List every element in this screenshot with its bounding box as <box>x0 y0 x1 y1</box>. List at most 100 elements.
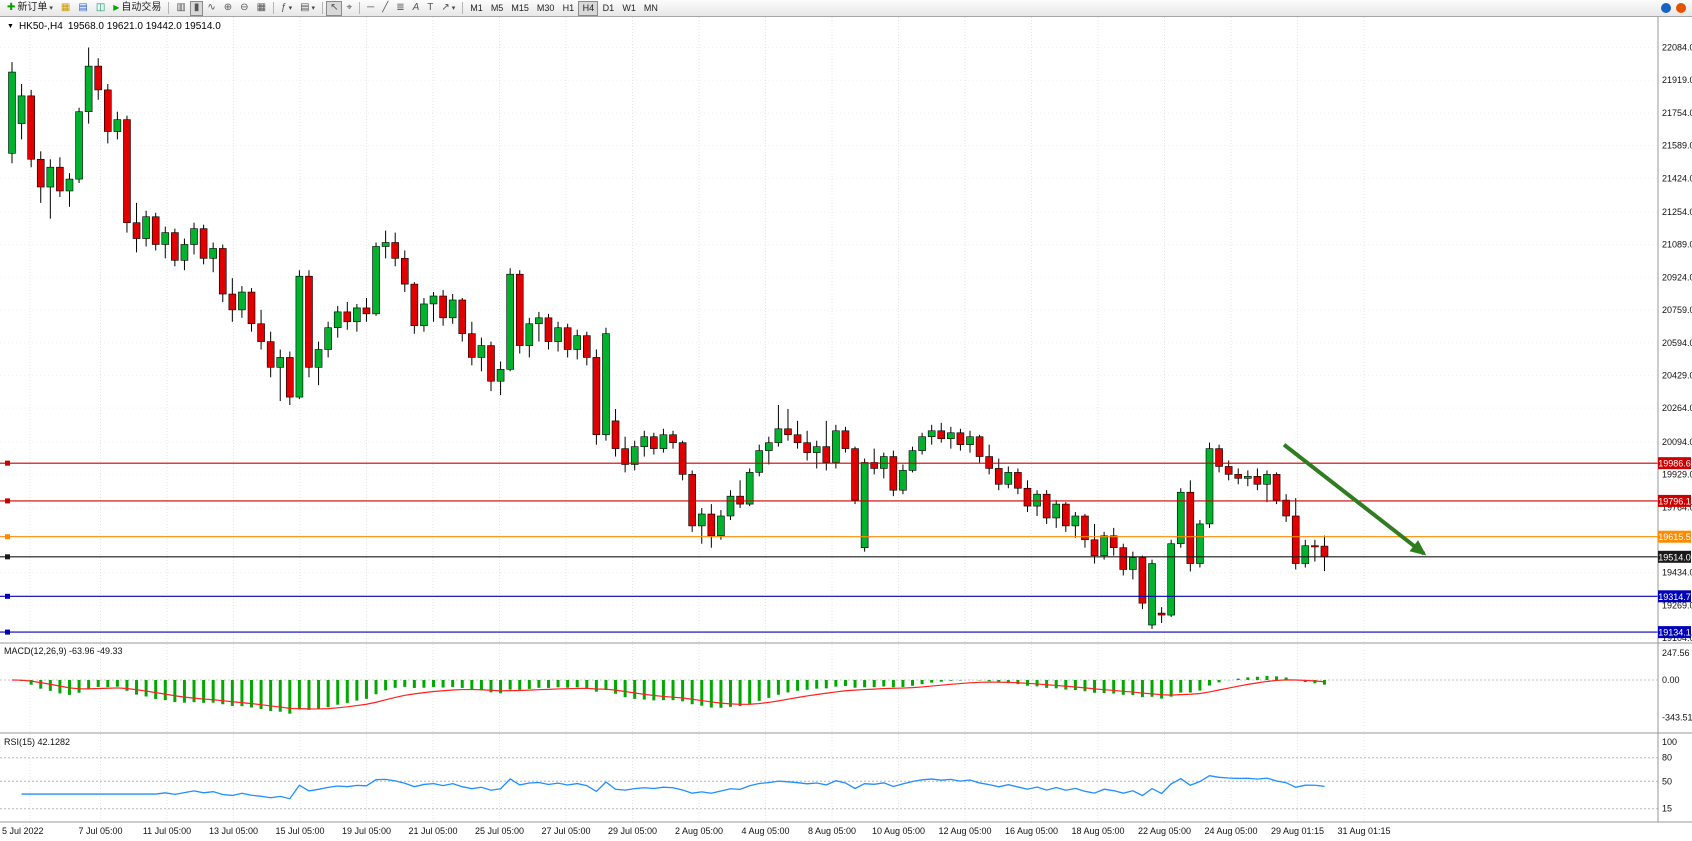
new-order-button[interactable]: ✚ 新订单 ▾ <box>3 1 57 16</box>
toolbar-separator <box>462 2 464 14</box>
price-axis-label: 21089.0 <box>1662 240 1692 250</box>
time-axis-label: 11 Jul 05:00 <box>143 826 191 836</box>
candlestick <box>851 446 859 505</box>
candlestick <box>458 297 467 342</box>
candlestick <box>515 270 524 354</box>
text-icon: A <box>412 2 420 13</box>
candlestick <box>238 286 246 318</box>
candlestick <box>937 422 946 443</box>
rsi-axis-label: 15 <box>1662 804 1672 814</box>
notification-icon[interactable] <box>1676 3 1686 13</box>
candlestick <box>1186 480 1195 572</box>
time-axis[interactable] <box>0 823 1658 841</box>
timeframe-mn-button[interactable]: MN <box>640 1 662 16</box>
candlestick <box>1014 468 1022 495</box>
timeframe-m5-button[interactable]: M5 <box>487 1 508 16</box>
data-window-button[interactable]: ◫ <box>92 1 109 16</box>
level-line-handle[interactable] <box>5 554 10 560</box>
candlestick <box>879 452 888 479</box>
time-axis-label: 29 Jul 05:00 <box>608 826 657 836</box>
timeframe-m30-button[interactable]: M30 <box>533 1 559 16</box>
candlestick <box>142 210 150 247</box>
level-line-handle[interactable] <box>5 629 10 635</box>
candlestick <box>544 313 553 350</box>
text-label-button[interactable]: T <box>423 1 437 16</box>
price-axis-label: 20264.0 <box>1662 403 1692 413</box>
text-button[interactable]: A <box>409 1 424 16</box>
candlestick <box>525 317 534 358</box>
bar-chart-button[interactable]: ▥ <box>172 1 189 16</box>
fibonacci-button[interactable]: ≣ <box>392 1 408 16</box>
zoom-out-button[interactable]: ⊖ <box>236 1 252 16</box>
candlestick <box>1282 494 1290 522</box>
indicators-button[interactable]: ƒ ▾ <box>277 1 296 16</box>
candlestick <box>468 321 476 366</box>
time-axis-label: 8 Aug 05:00 <box>808 826 856 836</box>
chart-symbol-label: HK50-,H4 <box>18 21 63 32</box>
auto-trading-button[interactable]: ▶ 自动交易 <box>109 1 165 16</box>
crosshair-icon: ⌖ <box>346 2 353 13</box>
candlestick <box>400 250 409 293</box>
line-chart-icon: ∿ <box>207 2 216 13</box>
candlestick <box>707 504 716 548</box>
price-tag-resistance-2 <box>1658 494 1691 507</box>
time-axis-label: 24 Aug 05:00 <box>1204 826 1257 836</box>
candlestick <box>209 242 217 273</box>
candlestick <box>94 58 103 100</box>
candlestick <box>123 115 131 233</box>
candlestick <box>372 242 380 316</box>
market-watch-button[interactable]: ▦ <box>57 1 74 16</box>
time-axis-label: 16 Aug 05:00 <box>1005 826 1058 836</box>
timeframe-h4-button[interactable]: H4 <box>578 0 599 16</box>
candlestick <box>1062 502 1070 532</box>
time-axis-label: 22 Aug 05:00 <box>1138 826 1191 836</box>
trend-arrow[interactable] <box>1282 443 1427 556</box>
candlestick <box>343 301 352 330</box>
candlestick <box>104 83 112 144</box>
candlestick <box>132 202 141 253</box>
timeframe-d1-button[interactable]: D1 <box>598 1 618 16</box>
level-line-handle[interactable] <box>5 593 10 599</box>
cursor-button[interactable]: ↖ <box>326 0 343 16</box>
timeframe-m1-button[interactable]: M1 <box>466 1 487 16</box>
community-icon[interactable] <box>1661 3 1671 13</box>
candlestick <box>477 337 486 372</box>
price-axis-label: 20094.0 <box>1662 437 1692 447</box>
crosshair-button[interactable]: ⌖ <box>342 1 356 16</box>
candlestick <box>247 288 256 332</box>
chart-collapse-icon[interactable]: ▼ <box>7 23 14 30</box>
zoom-in-button[interactable]: ⊕ <box>220 1 236 16</box>
fibonacci-icon: ≣ <box>396 2 405 13</box>
price-tag-resistance-1 <box>1658 457 1691 470</box>
trendline-button[interactable]: ╱ <box>378 1 392 16</box>
candlestick <box>448 294 457 324</box>
level-line-handle[interactable] <box>5 498 10 504</box>
price-axis-label: 20429.0 <box>1662 370 1692 380</box>
macd-signal-line <box>11 679 1325 710</box>
tile-windows-button[interactable]: ▦ <box>253 1 270 16</box>
templates-button[interactable]: ▤ ▾ <box>296 1 319 16</box>
timeframe-label: W1 <box>622 2 636 13</box>
candlestick <box>65 173 74 207</box>
timeframe-w1-button[interactable]: W1 <box>618 1 640 16</box>
horizontal-line-button[interactable]: ─ <box>363 1 378 16</box>
time-axis-label: 15 Jul 05:00 <box>275 826 324 836</box>
price-axis-label: 19764.0 <box>1662 502 1692 512</box>
candlestick <box>554 321 562 352</box>
level-line-handle[interactable] <box>5 534 10 540</box>
candlestick-chart-button[interactable]: ▮ <box>189 0 204 16</box>
line-chart-button[interactable]: ∿ <box>203 1 219 16</box>
candlestick <box>1224 460 1233 481</box>
arrows-button[interactable]: ↗ ▾ <box>437 1 459 16</box>
candlestick <box>506 268 514 372</box>
timeframe-m15-button[interactable]: M15 <box>507 1 533 16</box>
price-axis[interactable] <box>1659 17 1692 841</box>
navigator-button[interactable]: ▤ <box>74 1 91 16</box>
price-axis-label: 21754.0 <box>1662 108 1692 118</box>
time-axis-label: 21 Jul 05:00 <box>408 826 457 836</box>
timeframe-h1-button[interactable]: H1 <box>558 1 578 16</box>
price-tag-label: 19615.5 <box>1658 532 1691 542</box>
cursor-icon: ↖ <box>330 2 339 13</box>
level-line-handle[interactable] <box>5 460 10 466</box>
